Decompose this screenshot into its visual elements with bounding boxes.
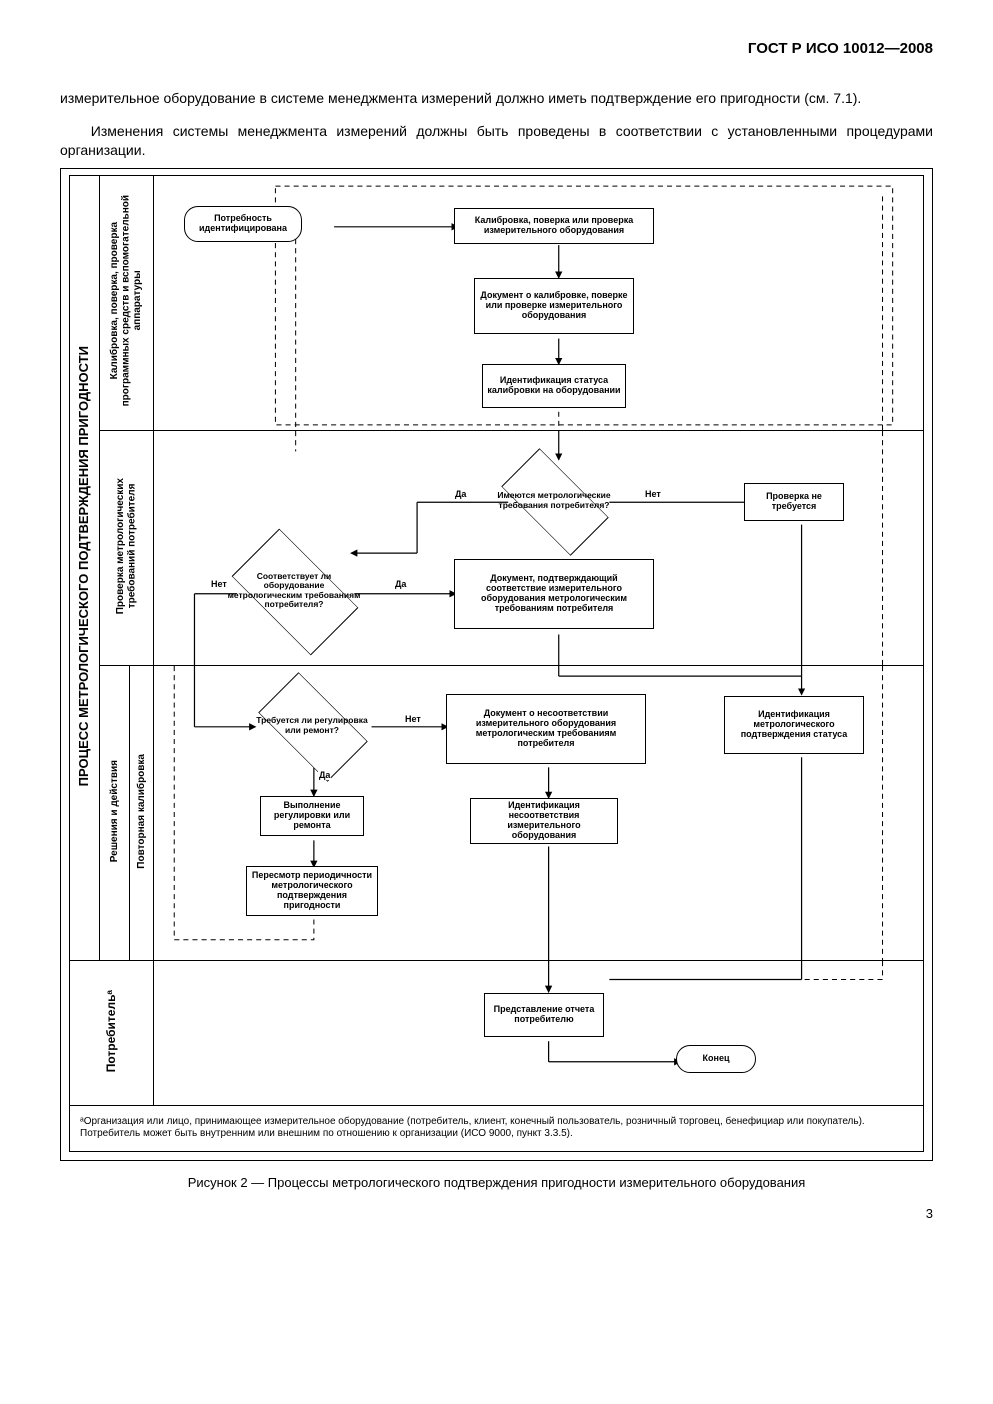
page-number: 3 <box>60 1206 933 1221</box>
label-yes-1: Да <box>454 489 467 499</box>
paragraph-1: измерительное оборудование в системе мен… <box>60 89 933 108</box>
label-yes-3: Да <box>318 770 331 780</box>
node-doc-conformity: Документ, подтверждающий соответствие из… <box>454 559 654 629</box>
band-2-label: Проверка метрологических требований потр… <box>100 430 154 665</box>
node-id-status-2: Идентификация метрологического подтвержд… <box>724 696 864 754</box>
label-yes-2: Да <box>394 579 407 589</box>
node-report: Представление отчета потребителю <box>484 993 604 1037</box>
diagram-row-1: Потребность идентифицирована Калибровка,… <box>154 175 924 430</box>
node-doc-calibration: Документ о калибровке, поверке или прове… <box>474 278 634 334</box>
doc-header: ГОСТ Р ИСО 10012—2008 <box>60 40 933 57</box>
node-status-id: Идентификация статуса калибровки на обор… <box>482 364 626 408</box>
diagram-row-2: Имеются метрологические требования потре… <box>154 430 924 665</box>
label-no-1: Нет <box>644 489 662 499</box>
band-3-inner-label: Повторная калибровка <box>130 665 154 960</box>
figure-caption: Рисунок 2 — Процессы метрологического по… <box>60 1175 933 1190</box>
diagram-row-4: Представление отчета потребителю Конец <box>154 960 924 1105</box>
band-4-label: Потребительᵃ <box>70 960 154 1105</box>
diagram-row-3: Требуется ли регулировка или ремонт? Нет… <box>154 665 924 960</box>
main-vertical-label: ПРОЦЕСС МЕТРОЛОГИЧЕСКОГО ПОДТВЕРЖДЕНИЯ П… <box>70 175 100 960</box>
label-no-3: Нет <box>404 714 422 724</box>
node-reinterval: Пересмотр периодичности метрологического… <box>246 866 378 916</box>
node-doc-nonconf: Документ о несоответствии измерительного… <box>446 694 646 764</box>
label-no-2: Нет <box>210 579 228 589</box>
band-1-label: Калибровка, поверка, проверка программны… <box>100 175 154 430</box>
node-calibration: Калибровка, поверка или проверка измерит… <box>454 208 654 244</box>
node-end: Конец <box>676 1045 756 1073</box>
node-start: Потребность идентифицирована <box>184 206 302 242</box>
node-do-adjust: Выполнение регулировки или ремонта <box>260 796 364 836</box>
band-3-label: Решения и действия <box>100 665 130 960</box>
flowchart-table: ПРОЦЕСС МЕТРОЛОГИЧЕСКОГО ПОДТВЕРЖДЕНИЯ П… <box>69 175 924 1152</box>
flowchart-frame: ПРОЦЕСС МЕТРОЛОГИЧЕСКОГО ПОДТВЕРЖДЕНИЯ П… <box>60 168 933 1161</box>
node-no-check: Проверка не требуется <box>744 483 844 521</box>
node-id-nonconf: Идентификация несоответствия измерительн… <box>470 798 618 844</box>
paragraph-2: Изменения системы менеджмента измерений … <box>60 122 933 160</box>
footnote: ᵃОрганизация или лицо, принимающее измер… <box>70 1105 924 1151</box>
